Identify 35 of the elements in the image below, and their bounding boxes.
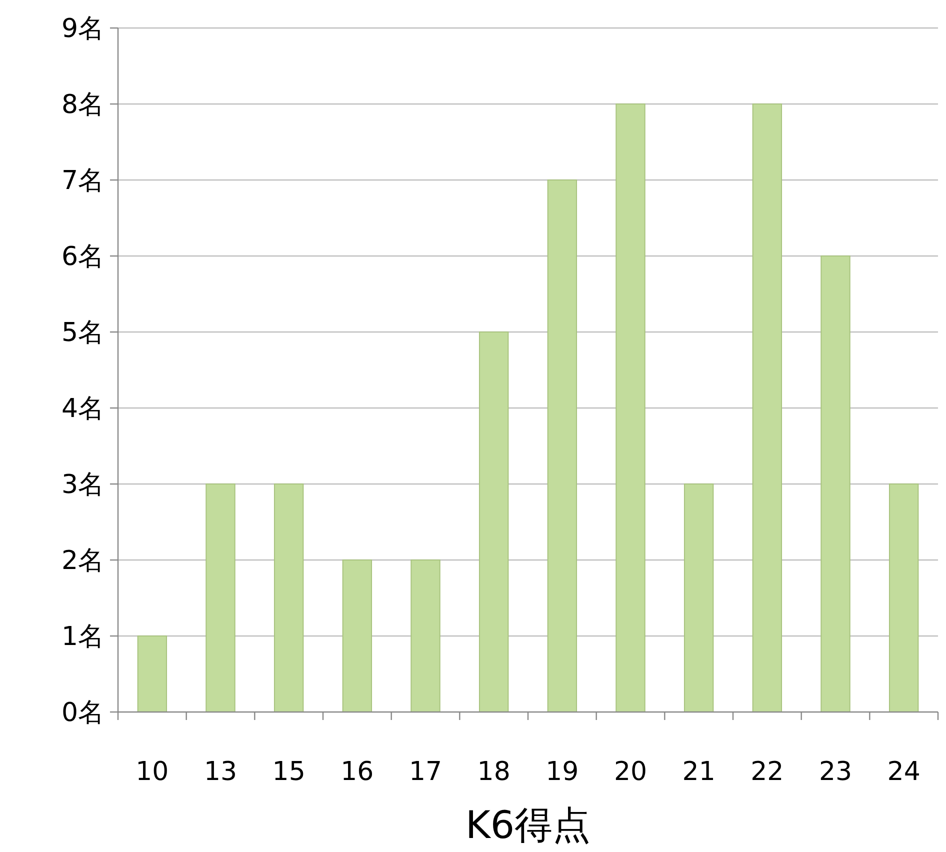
y-tick-label: 5名 <box>61 318 104 348</box>
y-tick-label: 9名 <box>61 14 104 44</box>
x-tick-label: 13 <box>204 757 238 787</box>
bar <box>478 332 509 712</box>
bar <box>752 104 782 712</box>
x-tick-label: 22 <box>750 757 784 787</box>
x-tick-label: 24 <box>887 757 920 787</box>
x-tick-label: 16 <box>340 757 374 787</box>
bar <box>616 104 646 712</box>
bar <box>206 484 236 712</box>
bar <box>137 636 168 712</box>
x-tick-label: 20 <box>614 757 648 787</box>
y-tick-label: 7名 <box>61 166 104 196</box>
x-tick-label: 18 <box>477 757 510 787</box>
y-tick-label: 6名 <box>61 242 104 272</box>
bar <box>684 484 714 712</box>
y-tick-label: 4名 <box>61 394 104 424</box>
bar <box>342 560 372 712</box>
bar <box>820 256 850 712</box>
bar <box>547 180 578 712</box>
x-tick-label: 17 <box>408 757 442 787</box>
x-axis-title: K6得点 <box>465 803 591 847</box>
x-tick-label: 15 <box>272 757 306 787</box>
x-tick-label: 21 <box>682 757 716 787</box>
x-tick-label: 10 <box>136 757 169 787</box>
y-tick-label: 1名 <box>61 622 104 652</box>
x-tick-label: 19 <box>546 757 579 787</box>
x-tick-label: 23 <box>818 757 852 787</box>
bar <box>274 484 304 712</box>
bar <box>410 560 440 712</box>
y-tick-label: 8名 <box>61 90 104 120</box>
y-tick-label: 3名 <box>61 470 104 500</box>
bar <box>888 484 919 712</box>
y-tick-label: 2名 <box>61 546 104 576</box>
y-tick-label: 0名 <box>61 698 104 728</box>
